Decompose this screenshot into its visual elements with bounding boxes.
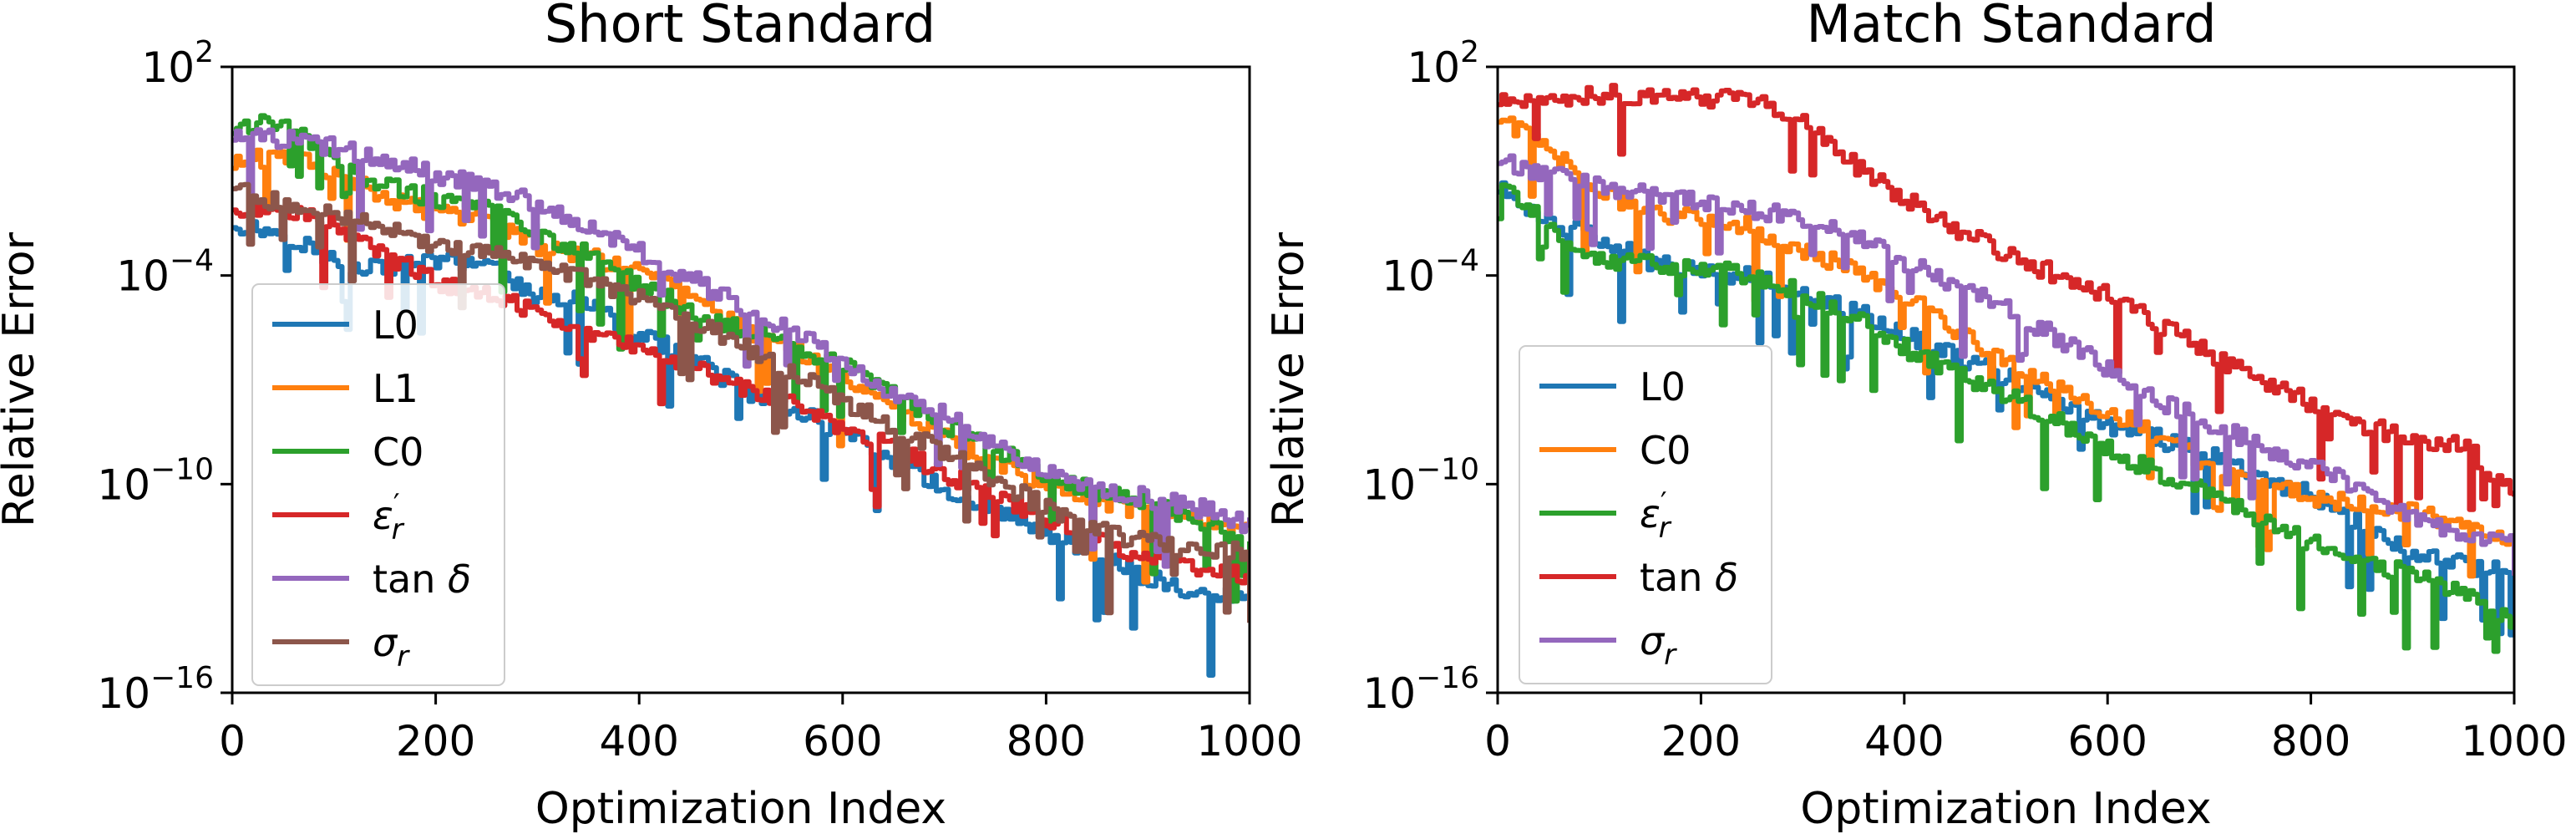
x-tick-label: 0	[219, 717, 246, 765]
x-tick-label: 800	[1007, 717, 1086, 765]
axes-frame	[231, 65, 1251, 694]
legend-label: σr	[373, 620, 410, 674]
legend-item: σr	[1539, 618, 1677, 672]
series-group	[1498, 83, 2514, 654]
legend-label: ε′ r	[1640, 486, 1672, 545]
legend-label: L0	[373, 303, 418, 348]
legend-item: C0	[272, 430, 423, 475]
legend: L0 L1 C0 ε′ r tan δ σr	[251, 283, 505, 686]
y-tick-label: 10−4	[1382, 244, 1479, 301]
legend-label: ε′ r	[373, 488, 405, 547]
legend-item: ε′ r	[272, 488, 405, 547]
legend-frame	[1519, 345, 1772, 684]
legend-label: C0	[373, 430, 423, 475]
legend-label: tan δ	[373, 557, 471, 602]
x-tick-label: 1000	[1196, 717, 1302, 765]
y-tick-label: 10−10	[97, 452, 214, 509]
short-standard-panel: Short Standard 0 200 400 600 800 1000 102 10−4 1…	[0, 0, 1303, 834]
series-line	[1498, 182, 2514, 654]
x-tick-label: 400	[599, 717, 678, 765]
legend-item: L0	[272, 303, 418, 348]
series-group	[232, 113, 1250, 678]
y-tick-label: 10−16	[1362, 661, 1479, 718]
legend-label: L1	[373, 366, 418, 411]
legend: L0 C0 ε′ r tan δ σr	[1519, 345, 1772, 684]
chart-title: Short Standard	[545, 0, 936, 54]
y-tick-label: 102	[1407, 35, 1479, 92]
x-tick-label: 800	[2271, 717, 2350, 765]
legend-item: ε′ r	[1539, 486, 1672, 545]
y-tick-label: 102	[141, 35, 214, 92]
y-tick-label: 10−10	[1362, 452, 1479, 509]
series-line	[1498, 115, 2514, 579]
series-line	[1498, 83, 2514, 512]
legend-item: tan δ	[272, 557, 471, 602]
y-axis-label: Relative Error	[1264, 231, 1314, 527]
legend-item: tan δ	[1539, 555, 1738, 600]
legend-item: L0	[1539, 364, 1686, 409]
x-axis-label: Optimization Index	[535, 784, 946, 834]
x-tick-label: 0	[1484, 717, 1511, 765]
y-tick-label: 10−16	[97, 661, 214, 718]
series-line	[232, 113, 1250, 604]
series-line	[1498, 180, 2514, 638]
legend-label: C0	[1640, 428, 1691, 473]
legend-item: C0	[1539, 428, 1691, 473]
x-tick-label: 600	[803, 717, 882, 765]
legend-label: tan δ	[1640, 555, 1738, 600]
chart-title: Match Standard	[1807, 0, 2217, 54]
match-standard-panel: Match Standard 0 200 400 600 800 1000 102 10−4 1…	[1264, 0, 2568, 834]
x-tick-label: 400	[1864, 717, 1944, 765]
y-tick-label: 10−4	[116, 244, 214, 301]
x-tick-label: 1000	[2461, 717, 2567, 765]
series-line	[232, 181, 1250, 623]
series-line	[232, 127, 1250, 569]
series-line	[1498, 153, 2514, 576]
legend-label: σr	[1640, 618, 1677, 672]
y-axis-label: Relative Error	[0, 231, 44, 527]
legend-item: σr	[272, 620, 410, 674]
legend-item: L1	[272, 366, 418, 411]
legend-frame	[251, 283, 505, 686]
legend-label: L0	[1640, 364, 1686, 409]
x-tick-label: 200	[1661, 717, 1741, 765]
axes-frame	[1496, 65, 2516, 694]
x-axis-label: Optimization Index	[1800, 784, 2211, 834]
x-tick-label: 600	[2067, 717, 2147, 765]
x-tick-label: 200	[396, 717, 475, 765]
